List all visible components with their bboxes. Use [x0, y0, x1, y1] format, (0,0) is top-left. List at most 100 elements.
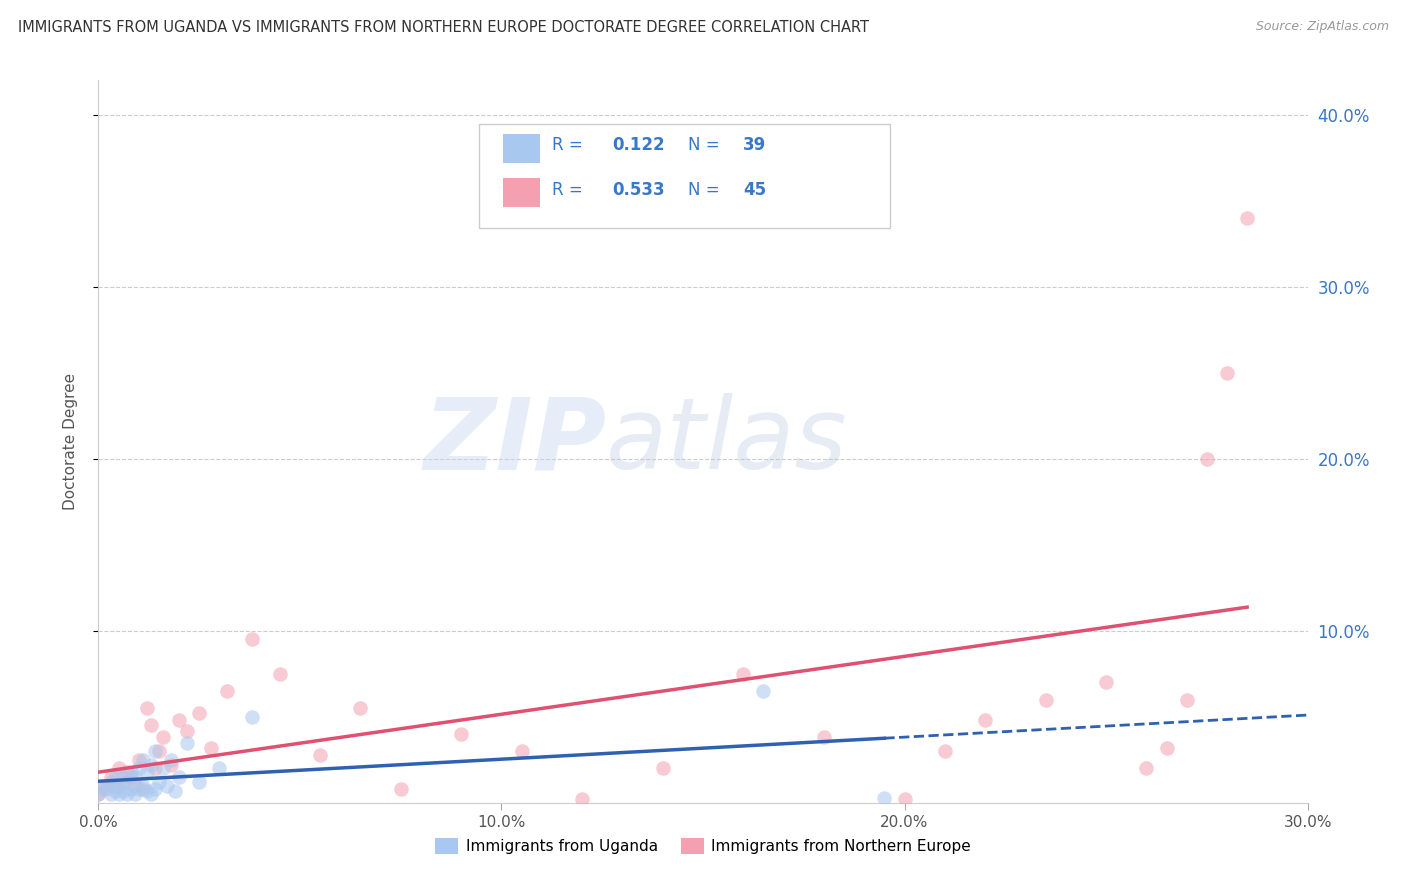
Point: [103, 770, 125, 784]
Point: [143, 782, 166, 797]
Point: [813, 731, 835, 745]
Point: [160, 753, 183, 767]
Point: [132, 782, 155, 797]
Point: [135, 784, 157, 798]
Point: [124, 787, 146, 801]
Point: [152, 731, 174, 745]
Point: [120, 770, 142, 784]
Point: [1095, 675, 1118, 690]
Point: [934, 744, 956, 758]
Text: N =: N =: [689, 181, 725, 199]
Text: atlas: atlas: [606, 393, 848, 490]
Point: [91, 779, 114, 793]
Point: [733, 666, 755, 681]
Text: Source: ZipAtlas.com: Source: ZipAtlas.com: [1256, 20, 1389, 33]
Point: [188, 706, 211, 721]
Point: [1236, 211, 1258, 225]
Point: [200, 740, 222, 755]
Text: IMMIGRANTS FROM UGANDA VS IMMIGRANTS FROM NORTHERN EUROPE DOCTORATE DEGREE CORRE: IMMIGRANTS FROM UGANDA VS IMMIGRANTS FRO…: [18, 20, 869, 35]
Point: [510, 744, 533, 758]
FancyBboxPatch shape: [503, 178, 540, 207]
Point: [893, 792, 915, 806]
Point: [167, 770, 190, 784]
Point: [148, 744, 170, 758]
Point: [96, 782, 118, 797]
Point: [107, 779, 129, 793]
Point: [128, 761, 150, 775]
Point: [752, 684, 775, 698]
Point: [651, 761, 673, 775]
Point: [132, 779, 155, 793]
Point: [124, 770, 146, 784]
Point: [208, 761, 231, 775]
Point: [139, 758, 162, 772]
Point: [87, 787, 110, 801]
Text: 0.533: 0.533: [613, 181, 665, 199]
Point: [111, 770, 134, 784]
Text: R =: R =: [551, 181, 593, 199]
Point: [87, 787, 110, 801]
Point: [571, 792, 593, 806]
Point: [1156, 740, 1178, 755]
Point: [100, 787, 122, 801]
FancyBboxPatch shape: [479, 124, 890, 228]
Point: [143, 761, 166, 775]
Point: [139, 787, 162, 801]
Point: [115, 775, 138, 789]
Point: [111, 784, 134, 798]
Point: [349, 701, 371, 715]
Point: [309, 747, 332, 762]
Point: [103, 784, 125, 798]
Point: [389, 782, 412, 797]
Point: [139, 718, 162, 732]
Point: [115, 764, 138, 779]
Point: [974, 713, 997, 727]
Point: [873, 790, 896, 805]
FancyBboxPatch shape: [503, 135, 540, 163]
Point: [107, 787, 129, 801]
Point: [107, 761, 129, 775]
Point: [1175, 692, 1198, 706]
Point: [176, 735, 198, 749]
Point: [120, 782, 142, 797]
Point: [124, 779, 146, 793]
Point: [1216, 366, 1239, 380]
Point: [100, 775, 122, 789]
Point: [269, 666, 291, 681]
Point: [135, 701, 157, 715]
Point: [135, 764, 157, 779]
Point: [176, 723, 198, 738]
Text: R =: R =: [551, 136, 593, 154]
Point: [143, 744, 166, 758]
Point: [156, 779, 179, 793]
Point: [240, 710, 263, 724]
Point: [96, 779, 118, 793]
Text: 39: 39: [742, 136, 766, 154]
Text: 45: 45: [742, 181, 766, 199]
Point: [103, 779, 125, 793]
Text: N =: N =: [689, 136, 725, 154]
Point: [188, 775, 211, 789]
Point: [1195, 451, 1218, 466]
Point: [152, 761, 174, 775]
Point: [120, 764, 142, 779]
Point: [100, 770, 122, 784]
Point: [128, 753, 150, 767]
Point: [240, 632, 263, 647]
Text: 0.122: 0.122: [613, 136, 665, 154]
Legend: Immigrants from Uganda, Immigrants from Northern Europe: Immigrants from Uganda, Immigrants from …: [429, 832, 977, 860]
Point: [167, 713, 190, 727]
Point: [1135, 761, 1157, 775]
Point: [160, 758, 183, 772]
Text: ZIP: ZIP: [423, 393, 606, 490]
Point: [148, 775, 170, 789]
Y-axis label: Doctorate Degree: Doctorate Degree: [63, 373, 77, 510]
Point: [450, 727, 472, 741]
Point: [217, 684, 239, 698]
Point: [1035, 692, 1057, 706]
Point: [91, 782, 114, 797]
Point: [163, 784, 186, 798]
Point: [115, 787, 138, 801]
Point: [111, 775, 134, 789]
Point: [132, 753, 155, 767]
